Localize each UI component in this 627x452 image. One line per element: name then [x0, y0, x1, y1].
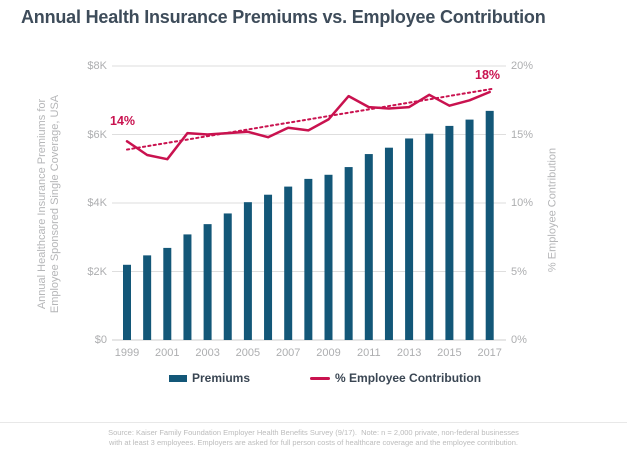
x-axis-tick-2015: 2015 — [437, 347, 462, 359]
premium-bar-2017 — [485, 110, 494, 341]
left-axis-tick-$6K: $6K — [87, 128, 107, 141]
left-axis-tick-$4K: $4K — [87, 197, 107, 209]
annotation-first-value: 14% — [110, 114, 136, 128]
premium-bar-2004 — [223, 213, 232, 340]
contribution-line-swatch-icon — [310, 376, 331, 380]
employee-contribution-line — [125, 90, 491, 161]
right-axis-tick-10%: 10% — [511, 197, 534, 209]
premium-bar-2010 — [344, 167, 353, 340]
premium-bar-2009 — [324, 174, 333, 340]
footer-divider — [0, 422, 627, 423]
right-axis-tick-5%: 5% — [511, 265, 527, 278]
premium-bar-2007 — [284, 186, 293, 340]
premium-bar-2013 — [405, 138, 414, 340]
x-axis-tick-2009: 2009 — [316, 347, 341, 359]
annotation-last-value: 18% — [475, 68, 501, 82]
legend: Premiums % Employee Contribution — [169, 370, 481, 386]
x-axis-tick-2003: 2003 — [195, 347, 220, 359]
source-note-line1: Source: Kaiser Family Foundation Employe… — [108, 428, 519, 437]
x-axis-tick-1999: 1999 — [114, 347, 140, 359]
x-axis-tick-2005: 2005 — [235, 347, 261, 359]
premium-bar-2001 — [163, 247, 172, 340]
source-note-line2: with at least 3 employees. Employers are… — [109, 437, 518, 447]
x-axis-tick-2001: 2001 — [155, 347, 180, 359]
contribution-trendline — [126, 87, 495, 151]
premium-bar-2006 — [264, 194, 273, 340]
x-axis-tick-2011: 2011 — [356, 347, 381, 359]
right-axis-tick-0%: 0% — [511, 334, 527, 346]
legend-premiums-label: Premiums — [192, 371, 251, 385]
left-axis-tick-$2K: $2K — [87, 265, 107, 278]
premium-bar-2005 — [243, 202, 252, 340]
right-axis-tick-20%: 20% — [511, 60, 534, 72]
legend-contribution-label: % Employee Contribution — [335, 371, 482, 385]
premium-bar-2003 — [203, 224, 212, 340]
chart-title: Annual Health Insurance Premiums vs. Emp… — [21, 7, 546, 27]
premium-bar-1999 — [123, 264, 131, 340]
x-axis-tick-2017: 2017 — [477, 347, 502, 359]
premium-bar-2014 — [425, 133, 434, 340]
premium-bar-2000 — [143, 255, 152, 340]
source-note: Source: Kaiser Family Foundation Employe… — [0, 428, 627, 447]
premium-bar-2012 — [384, 147, 393, 340]
premium-bar-2002 — [183, 234, 192, 340]
left-axis-tick-$8K: $8K — [87, 60, 107, 72]
premium-bar-2011 — [364, 154, 373, 340]
x-axis-tick-2013: 2013 — [396, 347, 422, 359]
premium-bar-2008 — [304, 178, 313, 340]
x-axis-tick-2007: 2007 — [275, 347, 301, 359]
premium-bar-2016 — [465, 119, 474, 340]
premiums-bar-swatch-icon — [169, 374, 187, 382]
premium-bar-2015 — [445, 125, 454, 340]
right-axis-tick-15%: 15% — [511, 128, 534, 141]
left-axis-tick-$0: $0 — [94, 334, 107, 346]
